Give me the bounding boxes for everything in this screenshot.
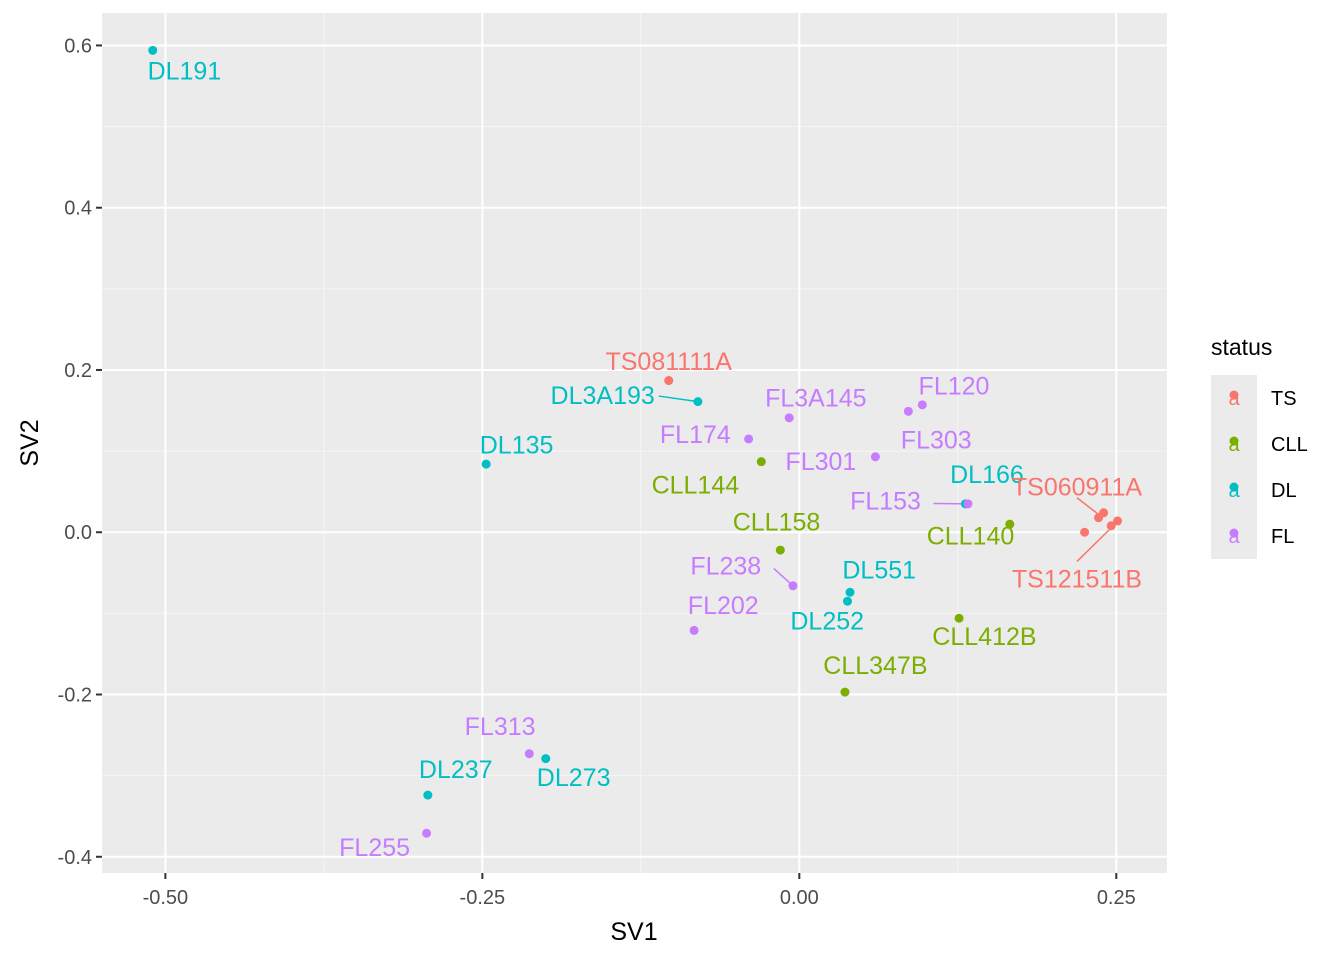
point-label: TS121511B (1012, 565, 1142, 593)
point-label: FL3A145 (765, 384, 866, 412)
data-point (870, 452, 880, 462)
data-points (148, 45, 1123, 838)
data-point (775, 545, 785, 555)
data-point (1099, 508, 1109, 518)
legend-label: TS (1271, 388, 1297, 410)
label-segment (1076, 497, 1099, 515)
data-point (689, 625, 699, 635)
point-label: DL237 (419, 756, 493, 784)
data-point (756, 457, 766, 467)
point-label: DL135 (480, 432, 554, 460)
point-label: FL301 (785, 448, 856, 476)
data-point (963, 499, 973, 509)
point-label: FL313 (465, 713, 536, 741)
point-label: FL202 (688, 592, 759, 620)
data-point (1080, 527, 1090, 537)
x-tick-label: 0.25 (1097, 887, 1136, 909)
point-label: CLL158 (733, 509, 821, 537)
data-point (693, 397, 703, 407)
y-tick-label: -0.4 (58, 847, 92, 869)
data-point (840, 687, 850, 697)
data-point (784, 413, 794, 423)
data-point (148, 45, 158, 55)
x-tick-label: 0.00 (780, 887, 819, 909)
y-tick-label: -0.2 (58, 685, 92, 707)
data-point (903, 406, 913, 416)
point-labels: DL191 TS081111A DL3A193 DL135 FL3A145 FL120 FL… (148, 58, 1143, 862)
x-tick-label: -0.25 (460, 887, 506, 909)
point-label: TS060911A (1012, 474, 1143, 502)
legend-label: DL (1271, 480, 1297, 502)
legend-key-point (1229, 436, 1239, 446)
data-point (1106, 521, 1116, 531)
data-point (524, 749, 534, 759)
point-label: TS081111A (605, 348, 732, 376)
x-axis-title: SV1 (610, 918, 657, 946)
label-segment (1076, 523, 1116, 562)
data-point (422, 828, 432, 838)
legend-label: FL (1271, 526, 1294, 548)
plot-panel (102, 13, 1167, 873)
point-label: DL252 (790, 608, 864, 636)
data-point (843, 596, 852, 606)
data-point (1113, 516, 1123, 526)
data-point (1005, 519, 1015, 529)
data-point (845, 587, 855, 597)
legend-key-point (1229, 482, 1239, 492)
data-point (423, 790, 433, 800)
major-gridlines (102, 13, 1167, 873)
y-tick-label: 0.4 (64, 198, 92, 220)
point-label: CLL140 (927, 522, 1015, 550)
point-label: FL120 (919, 372, 990, 400)
y-tick-label: 0.0 (64, 522, 92, 544)
y-tick-label: 0.6 (64, 35, 92, 57)
legend-key-point (1229, 390, 1239, 400)
point-label: FL238 (690, 552, 761, 580)
data-point (541, 754, 551, 764)
legend-title: status (1211, 334, 1272, 360)
legend-label: CLL (1271, 434, 1308, 456)
data-point (788, 581, 798, 591)
legend: status aTSaCLLaDLaFL (1211, 334, 1308, 559)
point-label: DL191 (148, 58, 222, 86)
data-point (744, 434, 754, 444)
y-tick-label: 0.2 (64, 360, 92, 382)
minor-gridlines (102, 13, 1167, 873)
point-label: FL153 (850, 488, 921, 516)
legend-key-point (1229, 528, 1239, 538)
point-label: DL166 (950, 461, 1024, 489)
point-label: CLL412B (932, 623, 1036, 651)
point-label: CLL144 (652, 471, 740, 499)
x-tick-label: -0.50 (143, 887, 189, 909)
point-label: DL273 (537, 764, 611, 792)
point-label: FL303 (901, 427, 972, 455)
y-axis: -0.4 -0.2 0.0 0.2 0.4 0.6 (58, 35, 102, 869)
data-point (481, 459, 491, 469)
point-label: FL174 (660, 421, 731, 449)
point-label: DL551 (842, 556, 916, 584)
data-point (917, 400, 927, 410)
x-axis: -0.50 -0.25 0.00 0.25 (143, 873, 1136, 909)
data-point (954, 613, 964, 623)
data-point (664, 376, 674, 386)
point-label: DL3A193 (551, 382, 655, 410)
label-segment (658, 395, 698, 403)
point-label: FL255 (339, 834, 410, 862)
point-label: CLL347B (823, 652, 927, 680)
y-axis-title: SV2 (16, 419, 44, 466)
